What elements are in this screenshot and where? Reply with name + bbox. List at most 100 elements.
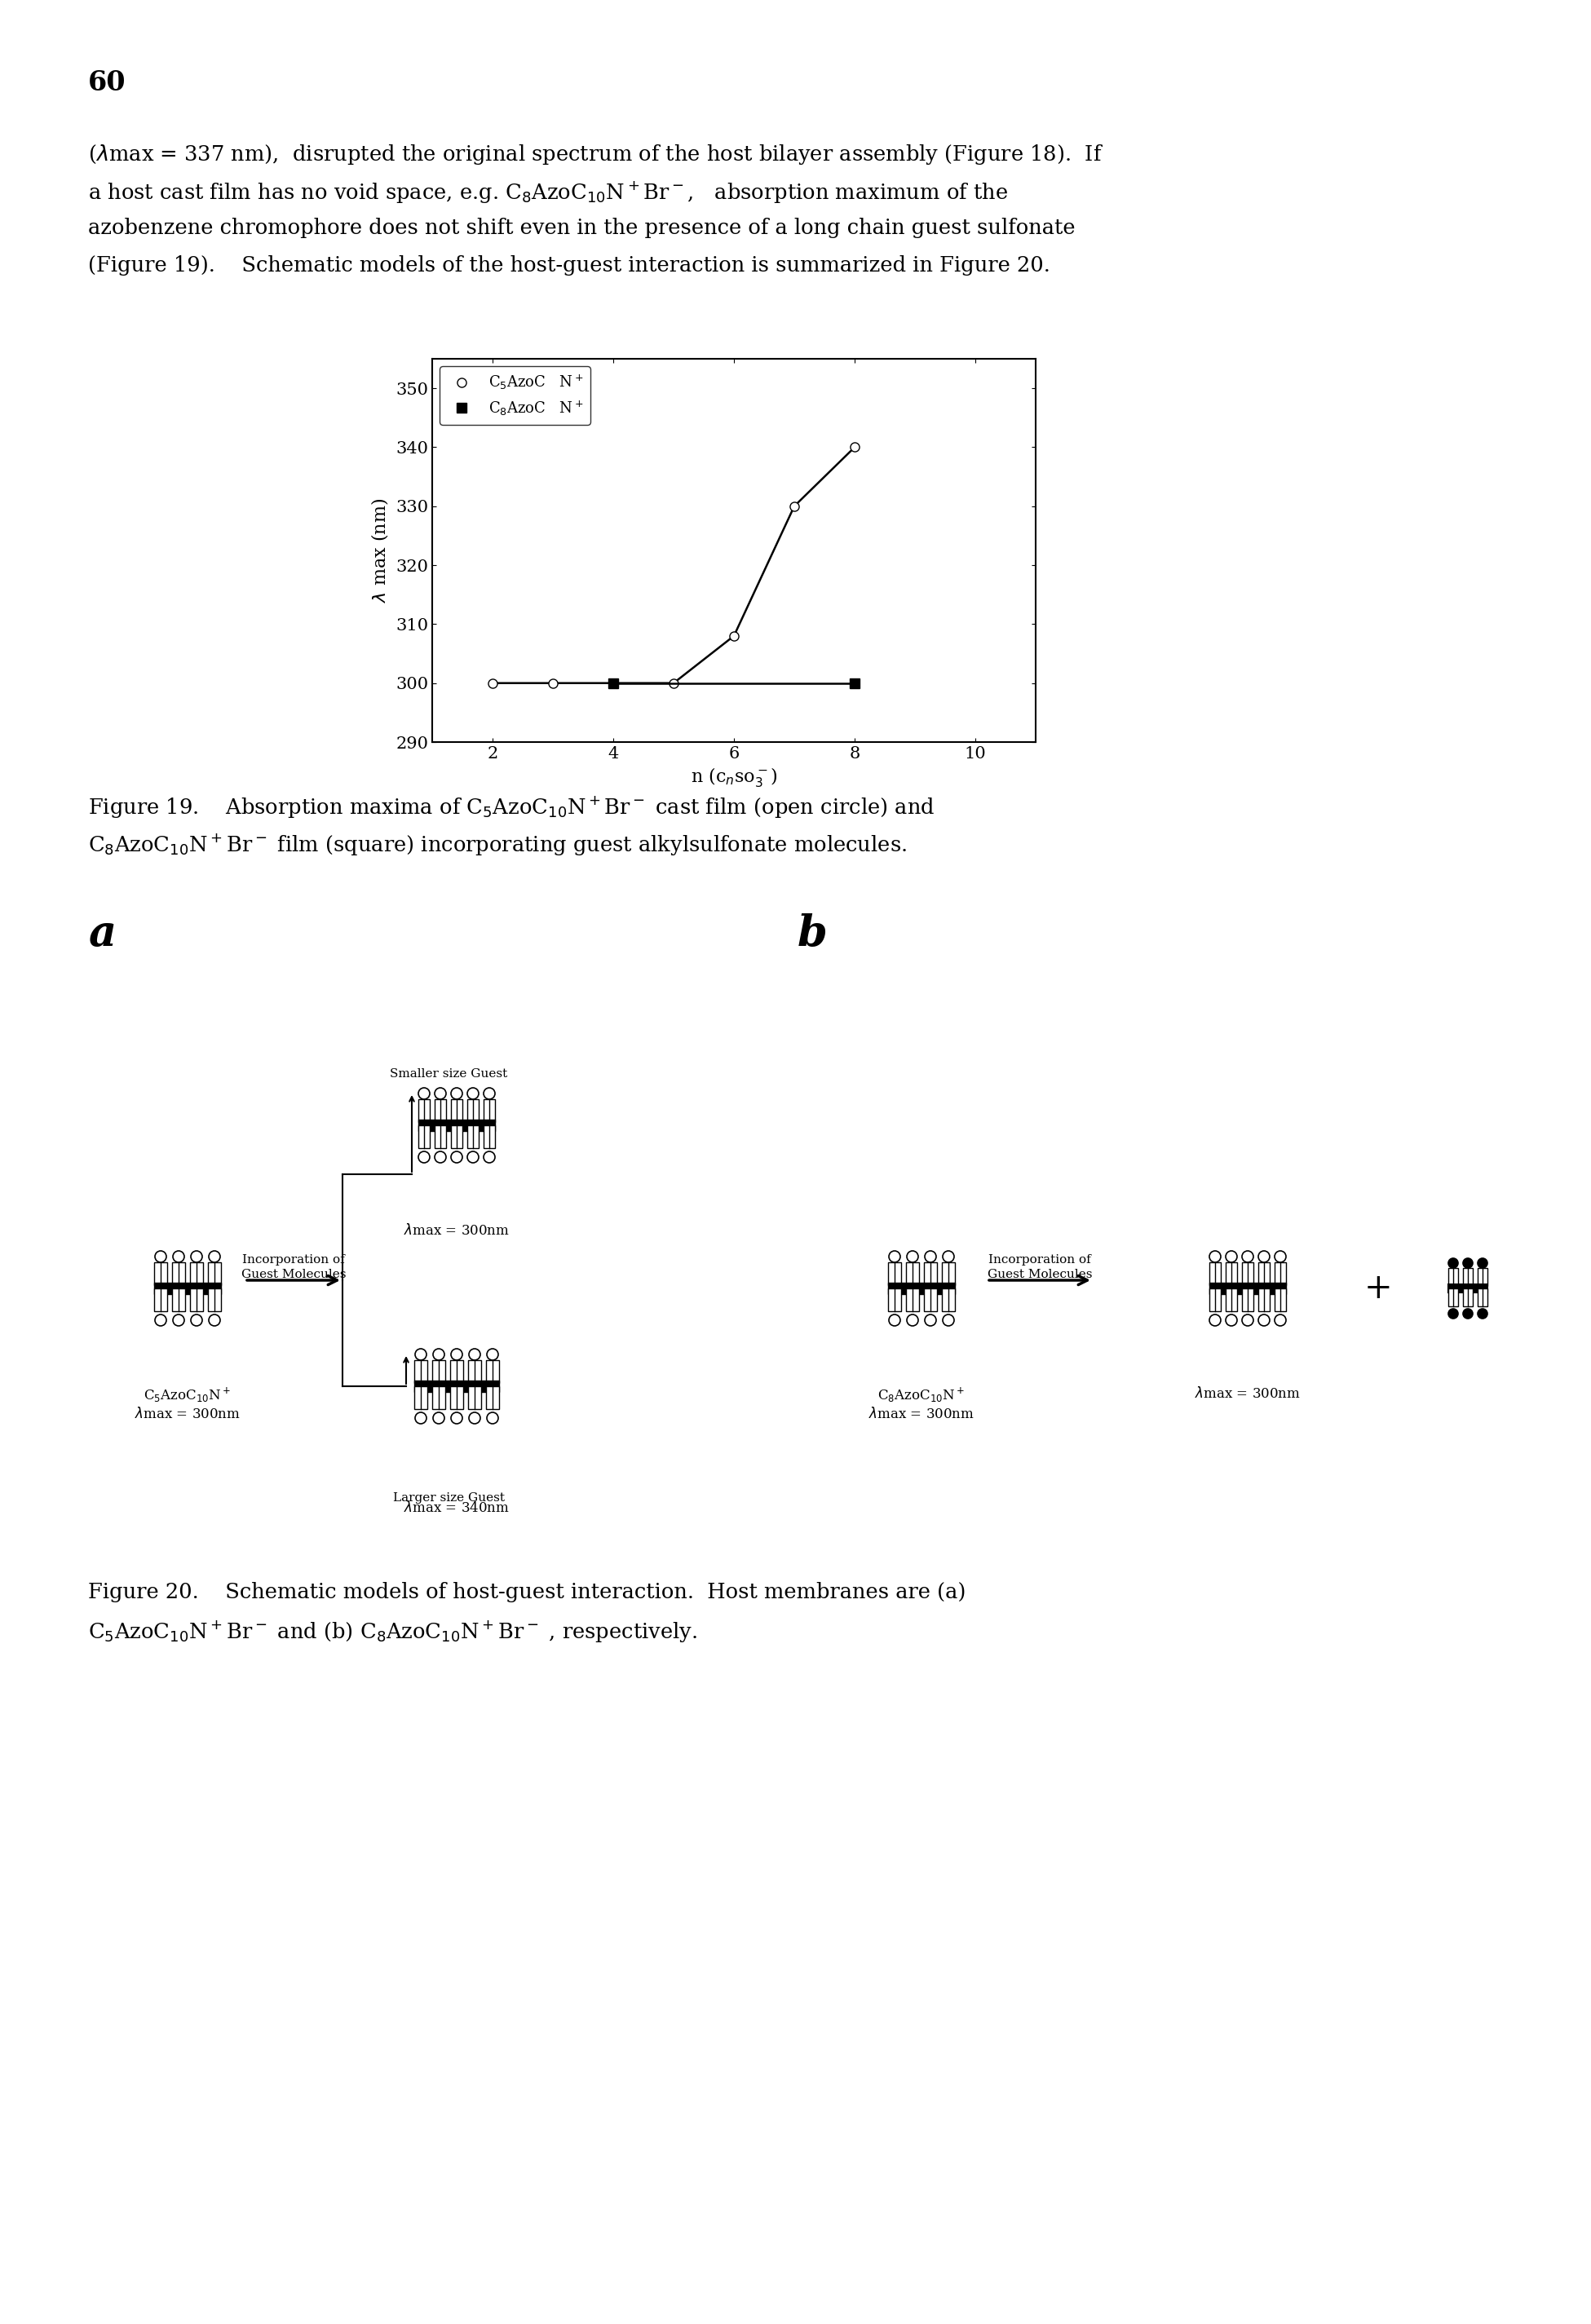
Circle shape bbox=[1258, 1250, 1270, 1262]
Circle shape bbox=[433, 1348, 444, 1360]
Bar bbox=[484, 1099, 495, 1122]
Bar bbox=[484, 1125, 495, 1148]
Text: $\lambda$max = 300nm: $\lambda$max = 300nm bbox=[1195, 1385, 1301, 1401]
Circle shape bbox=[450, 1348, 463, 1360]
Bar bbox=[1462, 1287, 1473, 1306]
Bar bbox=[924, 1287, 937, 1311]
Bar bbox=[907, 1262, 918, 1285]
Bar bbox=[1225, 1262, 1238, 1285]
Circle shape bbox=[943, 1250, 955, 1262]
Bar bbox=[888, 1287, 901, 1311]
Text: C$_8$AzoC$_{10}$N$^+$: C$_8$AzoC$_{10}$N$^+$ bbox=[878, 1385, 966, 1404]
Text: Figure 20.    Schematic models of host-guest interaction.  Host membranes are (a: Figure 20. Schematic models of host-gues… bbox=[88, 1583, 966, 1601]
Circle shape bbox=[1258, 1315, 1270, 1327]
Circle shape bbox=[1225, 1315, 1238, 1327]
Bar bbox=[1274, 1262, 1286, 1285]
Circle shape bbox=[907, 1315, 918, 1327]
Bar bbox=[434, 1099, 445, 1122]
Legend: C$_5$AzoC   N$^+$, C$_8$AzoC   N$^+$: C$_5$AzoC N$^+$, C$_8$AzoC N$^+$ bbox=[439, 367, 590, 425]
X-axis label: n (c$_n$so$_3^-$): n (c$_n$so$_3^-$) bbox=[690, 767, 778, 788]
Circle shape bbox=[1243, 1315, 1254, 1327]
Circle shape bbox=[154, 1315, 167, 1327]
Text: C$_8$AzoC$_{10}$N$^+$Br$^-$ film (square) incorporating guest alkylsulfonate mol: C$_8$AzoC$_{10}$N$^+$Br$^-$ film (square… bbox=[88, 832, 907, 858]
Bar bbox=[433, 1360, 445, 1383]
Bar bbox=[433, 1385, 445, 1408]
Text: azobenzene chromophore does not shift even in the presence of a long chain guest: azobenzene chromophore does not shift ev… bbox=[88, 218, 1076, 237]
Circle shape bbox=[450, 1413, 463, 1425]
Text: $\lambda$max = 300nm: $\lambda$max = 300nm bbox=[869, 1406, 974, 1422]
Text: Smaller size Guest: Smaller size Guest bbox=[390, 1069, 508, 1081]
Circle shape bbox=[208, 1250, 220, 1262]
Circle shape bbox=[154, 1250, 167, 1262]
Text: $\lambda$max = 340nm: $\lambda$max = 340nm bbox=[404, 1501, 509, 1515]
Circle shape bbox=[173, 1250, 185, 1262]
Text: Guest Molecules: Guest Molecules bbox=[242, 1269, 345, 1281]
Bar bbox=[888, 1283, 955, 1294]
Bar bbox=[415, 1385, 426, 1408]
Bar bbox=[191, 1287, 202, 1311]
Bar bbox=[942, 1262, 955, 1285]
Circle shape bbox=[1243, 1250, 1254, 1262]
Bar bbox=[468, 1125, 479, 1148]
Circle shape bbox=[415, 1413, 426, 1425]
Bar bbox=[487, 1385, 500, 1408]
Bar bbox=[172, 1262, 185, 1285]
Bar bbox=[1448, 1287, 1459, 1306]
Bar bbox=[450, 1385, 463, 1408]
Text: b: b bbox=[797, 913, 827, 955]
Circle shape bbox=[484, 1088, 495, 1099]
Circle shape bbox=[468, 1088, 479, 1099]
Bar bbox=[1258, 1262, 1270, 1285]
Circle shape bbox=[450, 1150, 463, 1162]
Bar bbox=[942, 1287, 955, 1311]
Bar bbox=[191, 1262, 202, 1285]
Text: 60: 60 bbox=[88, 70, 126, 95]
Bar bbox=[1448, 1285, 1488, 1292]
Bar bbox=[450, 1099, 463, 1122]
Text: Incorporation of: Incorporation of bbox=[988, 1255, 1091, 1267]
Circle shape bbox=[1274, 1250, 1286, 1262]
Circle shape bbox=[487, 1348, 498, 1360]
Bar bbox=[1448, 1269, 1459, 1285]
Circle shape bbox=[1448, 1257, 1457, 1269]
Text: a: a bbox=[88, 913, 116, 955]
Bar bbox=[418, 1120, 495, 1132]
Bar bbox=[1478, 1287, 1488, 1306]
Text: a host cast film has no void space, e.g. C$_8$AzoC$_{10}$N$^+$Br$^-$,   absorpti: a host cast film has no void space, e.g.… bbox=[88, 181, 1009, 207]
Bar bbox=[1243, 1262, 1254, 1285]
Circle shape bbox=[1274, 1315, 1286, 1327]
Circle shape bbox=[208, 1315, 220, 1327]
Bar bbox=[434, 1125, 445, 1148]
Circle shape bbox=[468, 1150, 479, 1162]
Bar bbox=[1243, 1287, 1254, 1311]
Text: Incorporation of: Incorporation of bbox=[242, 1255, 345, 1267]
Circle shape bbox=[889, 1250, 901, 1262]
Bar bbox=[1209, 1287, 1220, 1311]
Circle shape bbox=[418, 1088, 430, 1099]
Bar bbox=[208, 1287, 221, 1311]
Circle shape bbox=[1448, 1308, 1457, 1318]
Circle shape bbox=[1209, 1250, 1220, 1262]
Circle shape bbox=[191, 1250, 202, 1262]
Bar bbox=[468, 1360, 480, 1383]
Circle shape bbox=[1478, 1308, 1488, 1318]
Bar bbox=[924, 1262, 937, 1285]
Bar bbox=[154, 1283, 221, 1294]
Circle shape bbox=[907, 1250, 918, 1262]
Bar bbox=[418, 1125, 430, 1148]
Bar bbox=[487, 1360, 500, 1383]
Circle shape bbox=[1464, 1257, 1473, 1269]
Bar bbox=[450, 1360, 463, 1383]
Text: Guest Molecules: Guest Molecules bbox=[988, 1269, 1091, 1281]
Bar bbox=[208, 1262, 221, 1285]
Circle shape bbox=[450, 1088, 463, 1099]
Text: C$_5$AzoC$_{10}$N$^+$: C$_5$AzoC$_{10}$N$^+$ bbox=[143, 1385, 231, 1404]
Bar bbox=[1462, 1269, 1473, 1285]
Circle shape bbox=[1464, 1308, 1473, 1318]
Bar bbox=[1274, 1287, 1286, 1311]
Circle shape bbox=[434, 1088, 445, 1099]
Y-axis label: $\lambda$ max (nm): $\lambda$ max (nm) bbox=[369, 497, 390, 602]
Circle shape bbox=[1225, 1250, 1238, 1262]
Bar bbox=[907, 1287, 918, 1311]
Text: (Figure 19).    Schematic models of the host-guest interaction is summarized in : (Figure 19). Schematic models of the hos… bbox=[88, 256, 1050, 277]
